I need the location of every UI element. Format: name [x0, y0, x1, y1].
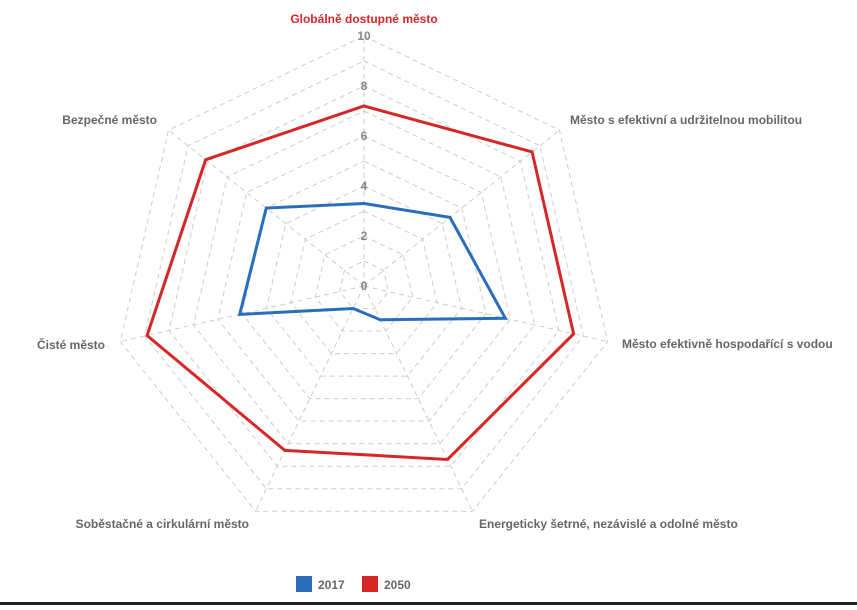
grid-ring — [144, 60, 584, 490]
legend-item-2017[interactable]: 2017 — [296, 576, 345, 592]
tick-label: 0 — [361, 279, 368, 293]
legend-label: 2017 — [318, 578, 345, 592]
series-2017-line — [237, 201, 508, 322]
series-group — [145, 104, 576, 461]
grid-spoke — [363, 285, 473, 512]
grid-spoke — [168, 129, 365, 287]
radar-grid — [119, 35, 609, 512]
legend-swatch — [296, 576, 312, 592]
grid-spoke — [363, 285, 608, 343]
axis-label: Město efektivně hospodařící s vodou — [622, 337, 833, 351]
axis-label: Globálně dostupné město — [290, 12, 437, 26]
grid-ring — [192, 110, 536, 445]
grid-spoke — [255, 285, 365, 512]
grid-ring — [119, 35, 609, 512]
grid-spoke — [363, 129, 560, 287]
legend-item-2050[interactable]: 2050 — [362, 576, 411, 592]
axis-label: Bezpečné město — [62, 113, 157, 127]
axis-label: Město s efektivní a udržitelnou mobilito… — [570, 113, 802, 127]
series-2050-line — [145, 104, 576, 461]
grid-ring — [168, 85, 560, 467]
grid-ring — [290, 210, 438, 355]
tick-label: 4 — [361, 179, 368, 193]
legend[interactable]: 2017 2050 — [296, 576, 411, 592]
grid-ring — [314, 235, 414, 332]
axis-labels: Globálně dostupné město Město s efektivní… — [37, 12, 833, 531]
grid-ring — [217, 135, 511, 422]
grid-spoke — [120, 285, 365, 343]
bottom-divider — [0, 602, 857, 605]
axis-label: Energeticky šetrné, nezávislé a odolné m… — [479, 517, 738, 531]
tick-label: 6 — [361, 129, 368, 143]
grid-ring — [339, 260, 389, 310]
legend-label: 2050 — [384, 578, 411, 592]
tick-label: 10 — [357, 29, 371, 43]
radial-tick-labels: 0 2 4 6 8 10 — [357, 29, 371, 293]
legend-swatch — [362, 576, 378, 592]
tick-label: 2 — [361, 229, 368, 243]
tick-label: 8 — [361, 79, 368, 93]
axis-label: Soběstačné a cirkulární město — [76, 517, 249, 531]
axis-label: Čisté město — [37, 337, 105, 352]
grid-ring — [265, 185, 463, 377]
